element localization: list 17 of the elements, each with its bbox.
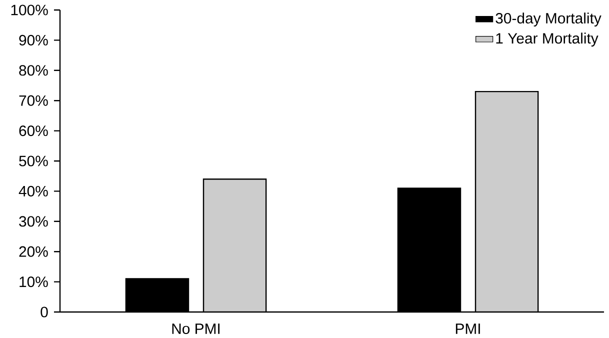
y-tick-label: 80% <box>19 65 48 76</box>
x-tick-label: PMI <box>456 324 480 334</box>
y-tick-label: 40% <box>18 186 48 196</box>
y-tick-label: 20% <box>19 246 48 257</box>
legend-label: 1 Year Mortality <box>496 32 598 47</box>
y-tick-label: 50% <box>19 156 48 166</box>
x-tick-label: No PMI <box>172 324 220 334</box>
bar <box>474 90 539 312</box>
y-tick-label: 70% <box>19 95 48 106</box>
y-tick-label: 30% <box>19 216 48 227</box>
y-tick-label: 0 <box>40 306 48 318</box>
y-tick-label: 10% <box>20 276 48 288</box>
y-tick-label: 100% <box>11 4 48 16</box>
bar <box>204 179 266 312</box>
y-tick-label: 90% <box>19 34 48 46</box>
y-tick-label: 60% <box>19 126 48 136</box>
legend-label: 30-day Mortality <box>496 12 602 27</box>
